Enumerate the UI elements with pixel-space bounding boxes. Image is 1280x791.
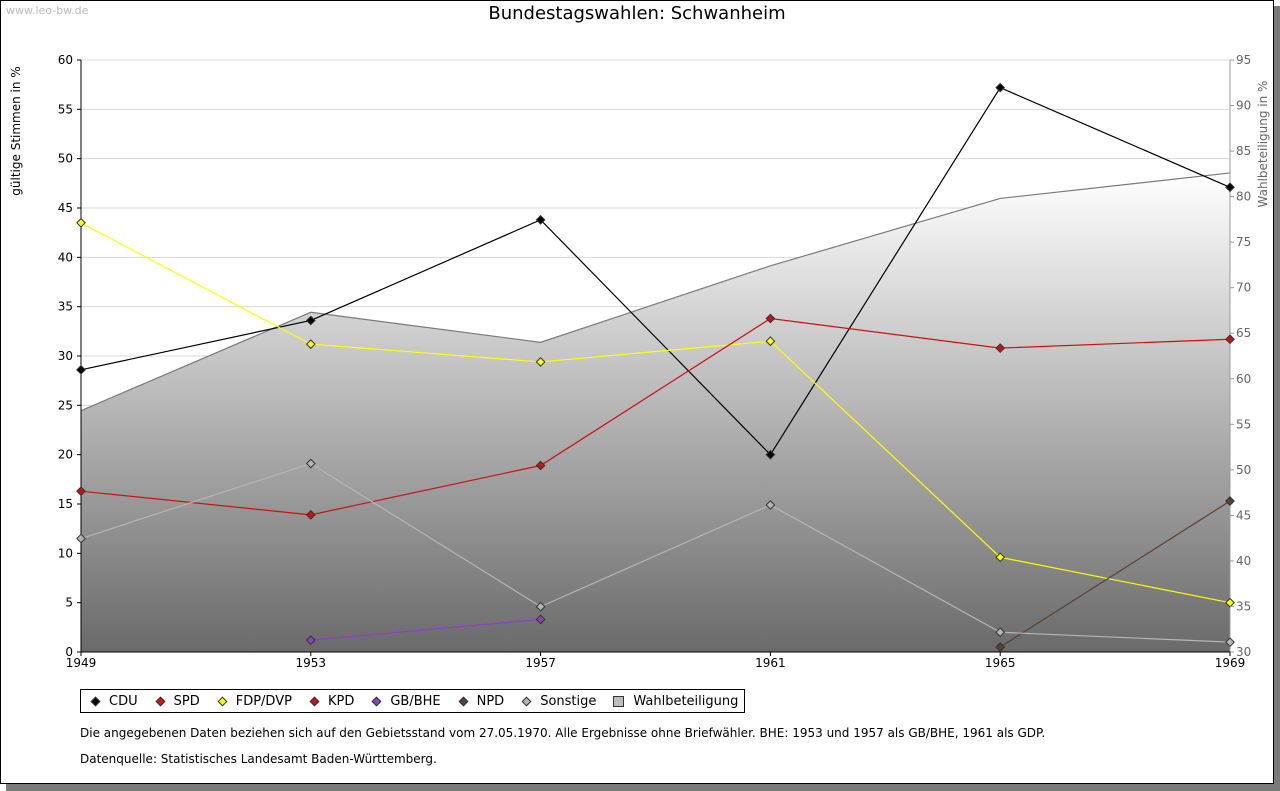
legend-item-gbbhe: GB/BHE <box>366 693 441 709</box>
note-gebietsstand: Die angegebenen Daten beziehen sich auf … <box>80 726 1046 740</box>
point-fdp-dvp-1953 <box>305 339 316 350</box>
y-tick-label-left-35: 35 <box>58 300 73 314</box>
legend-label-gbbhe: GB/BHE <box>390 693 441 709</box>
y-tick-label-left-25: 25 <box>58 398 73 412</box>
y-tick-label-right-60: 60 <box>1236 372 1251 386</box>
point-gb-bhe-1953 <box>305 635 316 646</box>
point-kpd-1969 <box>1225 334 1235 345</box>
point-sonstige-1953 <box>305 458 316 469</box>
y-tick-label-left-10: 10 <box>58 546 73 560</box>
y-tick-label-left-60: 60 <box>58 53 73 67</box>
point-kpd-1953 <box>305 509 316 520</box>
series-line-fdp-dvp-0 <box>80 222 1231 604</box>
y-tick-label-right-55: 55 <box>1236 417 1251 431</box>
point-sonstige-1965 <box>995 627 1006 638</box>
legend-marker-wahlbeteiligung <box>613 695 625 707</box>
y-tick-label-left-50: 50 <box>58 152 73 166</box>
series-line-kpd-0 <box>80 317 1231 516</box>
legend-item-wahlbeteiligung: Wahlbeteiligung <box>608 694 738 709</box>
point-cdu-1953 <box>305 315 316 326</box>
y-tick-label-left-40: 40 <box>58 250 73 264</box>
y-tick-label-left-15: 15 <box>58 497 73 511</box>
point-cdu-1957 <box>535 214 546 225</box>
point-kpd-1949 <box>76 486 86 497</box>
series-line-npd-0 <box>999 500 1231 648</box>
point-kpd-1957 <box>535 460 546 471</box>
y-tick-label-right-85: 85 <box>1236 144 1251 158</box>
point-fdp-dvp-1965 <box>995 552 1006 563</box>
point-npd-1969 <box>1225 496 1235 506</box>
y-tick-label-right-50: 50 <box>1236 463 1251 477</box>
y-tick-label-right-95: 95 <box>1236 53 1251 67</box>
area-wahlbeteiligung <box>81 172 1230 653</box>
legend-item-kpd: KPD <box>304 694 354 709</box>
point-sonstige-1961 <box>765 500 776 510</box>
legend-label-wahlbeteiligung: Wahlbeteiligung <box>633 693 739 709</box>
y-tick-label-right-40: 40 <box>1236 554 1251 568</box>
watermark: www.leo-bw.de <box>6 4 89 17</box>
point-sonstige-1969 <box>1225 637 1235 648</box>
point-cdu-1961 <box>765 449 776 460</box>
y-tick-label-right-70: 70 <box>1236 281 1251 295</box>
legend-label-kpd: KPD <box>327 693 355 709</box>
y-tick-label-left-20: 20 <box>58 448 73 462</box>
y-tick-label-left-55: 55 <box>58 102 73 116</box>
y-tick-label-right-80: 80 <box>1236 190 1251 204</box>
point-fdp-dvp-1957 <box>535 357 546 367</box>
legend-label-sonstige: Sonstige <box>540 693 597 709</box>
legend-item-fdp: FDP/DVP <box>212 694 292 709</box>
point-fdp-dvp-1949 <box>76 217 86 228</box>
legend-marker-kpd <box>309 696 320 706</box>
point-gb-bhe-1957 <box>535 614 546 625</box>
point-sonstige-1957 <box>535 601 546 612</box>
legend-marker-spd <box>155 696 166 706</box>
legend-item-spd: SPD <box>150 694 200 709</box>
legend-marker-fdp <box>217 696 228 706</box>
legend-label-npd: NPD <box>476 693 505 709</box>
series-line-cdu-0 <box>80 86 1231 456</box>
legend-marker-cdu <box>90 696 101 706</box>
series-line-gb-bhe-0 <box>310 618 541 641</box>
y-tick-label-left-5: 5 <box>65 596 73 610</box>
frame-shadow-right <box>1274 6 1280 791</box>
chart-legend: CDU SPD FDP/DVP KPD GB/BHE NPD Sonstige … <box>80 689 746 713</box>
point-cdu-1949 <box>76 364 86 375</box>
point-cdu-1965 <box>995 82 1006 93</box>
y-tick-label-left-45: 45 <box>58 201 73 215</box>
legend-marker-gbbhe <box>371 696 382 706</box>
frame-shadow-bottom <box>6 784 1280 791</box>
point-kpd-1965 <box>995 343 1006 354</box>
y-tick-label-right-75: 75 <box>1236 235 1251 249</box>
legend-item-cdu: CDU <box>85 694 138 709</box>
legend-label-spd: SPD <box>173 693 200 709</box>
y-tick-label-right-65: 65 <box>1236 326 1251 340</box>
note-datenquelle: Datenquelle: Statistisches Landesamt Bad… <box>80 752 437 766</box>
series-line-sonstige-0 <box>80 462 1231 643</box>
x-tick-label-1949: 1949 <box>66 656 97 670</box>
legend-label-cdu: CDU <box>109 693 138 709</box>
x-tick-label-1957: 1957 <box>525 656 556 670</box>
y-tick-label-right-35: 35 <box>1236 599 1251 613</box>
x-tick-label-1969: 1969 <box>1215 656 1246 670</box>
legend-item-sonstige: Sonstige <box>516 694 596 709</box>
point-kpd-1961 <box>765 313 776 324</box>
legend-marker-sonstige <box>521 696 532 706</box>
chart-title: Bundestagswahlen: Schwanheim <box>488 3 786 24</box>
point-fdp-dvp-1961 <box>765 336 776 347</box>
y-tick-label-left-30: 30 <box>58 349 73 363</box>
legend-item-npd: NPD <box>453 693 505 709</box>
legend-marker-npd <box>458 696 469 706</box>
y-tick-label-right-30: 30 <box>1236 645 1251 659</box>
y-tick-label-left-0: 0 <box>65 645 73 659</box>
x-tick-label-1961: 1961 <box>755 656 786 670</box>
point-cdu-1969 <box>1225 182 1235 193</box>
point-npd-1965 <box>995 642 1006 652</box>
y-tick-label-right-90: 90 <box>1236 99 1251 113</box>
x-tick-label-1953: 1953 <box>296 656 327 670</box>
point-sonstige-1949 <box>76 533 86 544</box>
legend-label-fdp: FDP/DVP <box>235 693 292 709</box>
x-tick-label-1965: 1965 <box>985 656 1016 670</box>
y-tick-label-right-45: 45 <box>1236 508 1251 522</box>
